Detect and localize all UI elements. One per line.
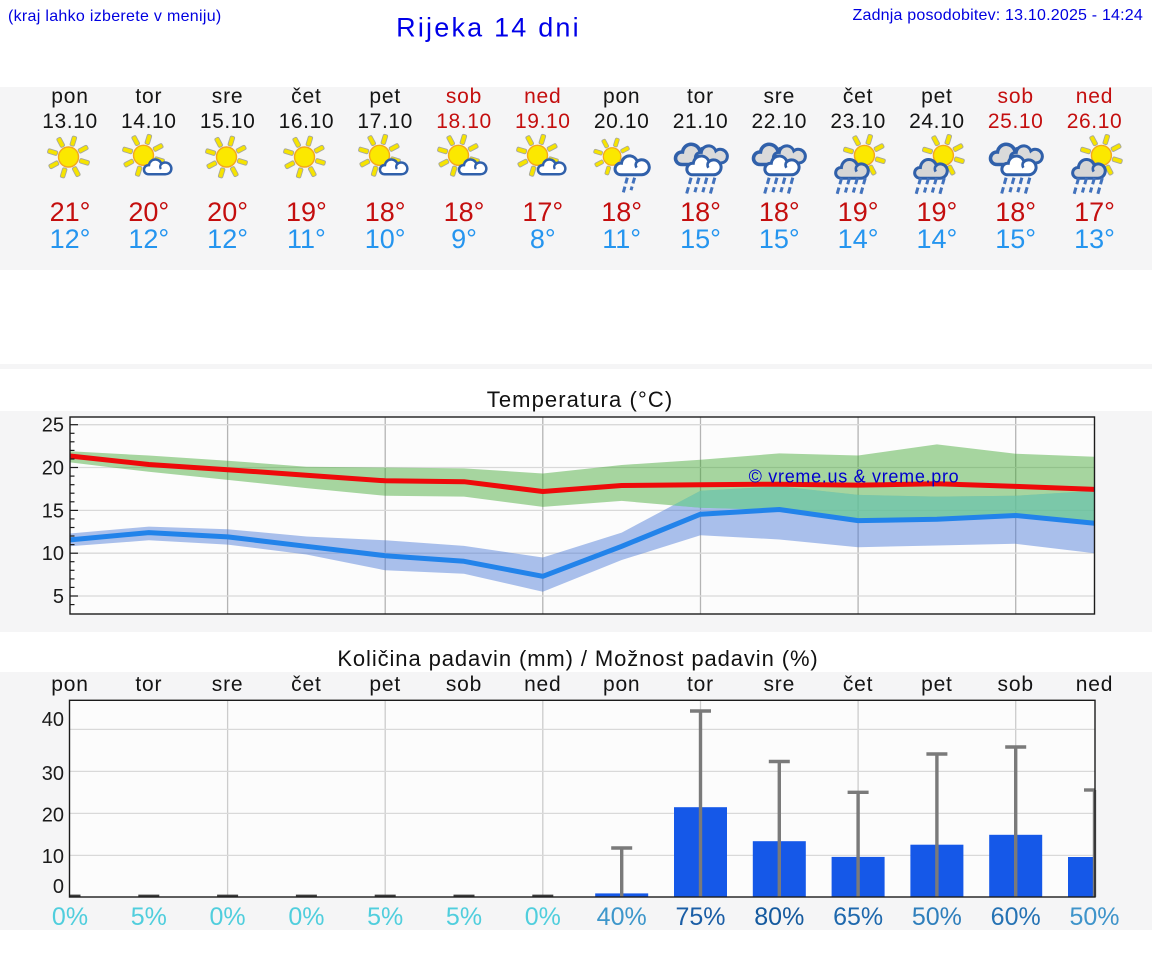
svg-text:30: 30: [42, 763, 64, 785]
svg-text:5: 5: [53, 586, 64, 608]
svg-text:25: 25: [42, 415, 64, 437]
svg-text:20: 20: [42, 805, 64, 827]
svg-text:40: 40: [42, 709, 64, 731]
svg-text:15: 15: [42, 500, 64, 522]
svg-text:10: 10: [42, 543, 64, 565]
svg-text:10: 10: [42, 846, 64, 868]
svg-text:0: 0: [53, 876, 64, 898]
svg-text:20: 20: [42, 458, 64, 480]
